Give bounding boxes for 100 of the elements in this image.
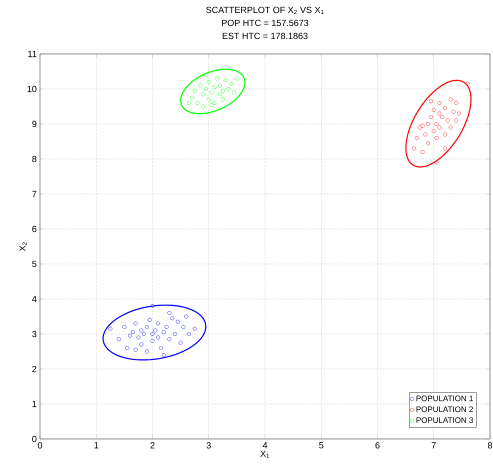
y-axis-title: X$_{2}$ xyxy=(19,242,27,252)
y-tick-label: 3 xyxy=(32,330,36,338)
point xyxy=(192,326,197,331)
point xyxy=(218,83,222,88)
y-tick-label: 4 xyxy=(32,296,37,302)
point xyxy=(116,337,121,342)
point xyxy=(130,330,135,334)
point xyxy=(457,111,462,116)
point xyxy=(204,86,208,91)
point xyxy=(192,88,197,93)
point xyxy=(437,111,442,116)
point xyxy=(125,346,130,350)
point xyxy=(150,304,154,308)
point xyxy=(454,118,458,122)
point xyxy=(153,328,158,332)
point xyxy=(150,332,154,336)
point xyxy=(170,316,174,320)
point xyxy=(423,132,428,136)
y-tick-label: 2 xyxy=(32,366,36,372)
point xyxy=(448,97,453,102)
point xyxy=(201,92,206,96)
point xyxy=(426,122,430,126)
point xyxy=(451,110,456,114)
y-tick-label: 5 xyxy=(32,260,36,268)
x-tick-label: 0 xyxy=(38,442,42,449)
point xyxy=(167,310,172,315)
point xyxy=(224,78,228,82)
x-axis-title: X$_{1}$ xyxy=(260,450,270,458)
y-tick-label: 10 xyxy=(28,86,36,92)
point xyxy=(108,326,112,331)
point xyxy=(232,90,236,94)
point xyxy=(178,340,183,345)
x-tick-label: 6 xyxy=(375,442,380,449)
x-tick-label: 5 xyxy=(319,442,324,448)
point xyxy=(226,86,230,91)
point xyxy=(420,124,424,128)
point xyxy=(412,146,416,150)
point xyxy=(446,118,450,122)
point xyxy=(220,97,225,102)
x-tick-label: 4 xyxy=(262,442,268,448)
y-tick-label: 11 xyxy=(28,50,36,58)
x-tick-label: 1 xyxy=(94,442,98,448)
point xyxy=(466,82,470,86)
point xyxy=(443,106,447,110)
x-tick-label: 7 xyxy=(432,442,436,448)
y-tick-label: 0 xyxy=(32,436,36,442)
point xyxy=(128,334,132,338)
point xyxy=(443,132,447,136)
point xyxy=(176,320,180,324)
point xyxy=(198,83,202,88)
point xyxy=(142,332,146,336)
point xyxy=(443,146,447,150)
point xyxy=(210,102,214,107)
point xyxy=(187,332,192,336)
x-tick-label: 2 xyxy=(150,442,155,448)
point xyxy=(201,104,206,108)
point xyxy=(164,324,169,329)
y-tick-label: 7 xyxy=(32,190,36,198)
point xyxy=(414,136,419,140)
point xyxy=(434,136,439,140)
point xyxy=(204,72,208,77)
chart-subtitle: POP HTC = 157.5673 xyxy=(222,20,308,26)
point xyxy=(144,349,149,354)
point xyxy=(206,80,211,84)
point xyxy=(173,332,177,336)
point xyxy=(432,128,436,133)
point xyxy=(184,314,188,318)
point xyxy=(432,108,436,112)
y-tick-label: 6 xyxy=(32,226,36,232)
y-tick-label: 8 xyxy=(32,156,36,162)
point xyxy=(156,321,160,326)
point xyxy=(181,324,186,329)
point xyxy=(144,324,149,329)
point xyxy=(212,100,216,105)
point xyxy=(158,346,163,350)
point xyxy=(229,82,234,86)
point xyxy=(420,150,424,154)
point xyxy=(218,92,222,96)
x-tick-label: 3 xyxy=(206,442,211,449)
point xyxy=(196,100,200,105)
point xyxy=(418,125,422,130)
point xyxy=(167,337,172,342)
point xyxy=(454,100,458,105)
point xyxy=(448,125,453,130)
point xyxy=(136,335,140,340)
point xyxy=(234,76,239,80)
point xyxy=(187,100,192,105)
point xyxy=(134,321,138,326)
point xyxy=(210,90,214,94)
point xyxy=(122,324,126,329)
point xyxy=(220,88,225,93)
point xyxy=(139,342,144,346)
point xyxy=(215,76,220,80)
point xyxy=(150,338,154,343)
point xyxy=(162,330,166,334)
point xyxy=(437,100,442,105)
y-tick-label: 1 xyxy=(32,400,36,408)
point xyxy=(162,352,166,357)
point xyxy=(437,125,442,130)
point xyxy=(206,97,211,102)
